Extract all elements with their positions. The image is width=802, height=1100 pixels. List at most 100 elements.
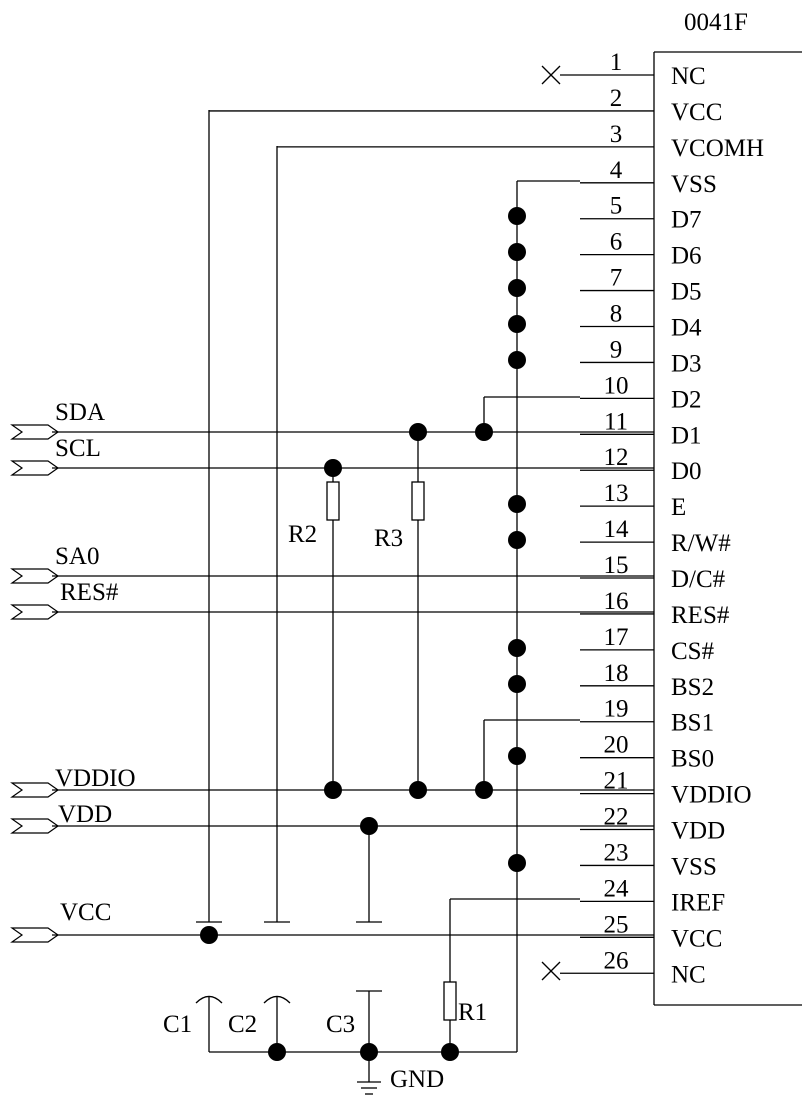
pin-row: 1 NC [560, 49, 706, 90]
pin-number: 18 [604, 660, 629, 687]
junction-dot-r2-vddio [324, 781, 342, 799]
pin-name: D7 [671, 207, 702, 234]
junction-dot-bs0 [508, 747, 526, 765]
junction-dot-bs2 [508, 675, 526, 693]
pin-number: 12 [604, 444, 629, 471]
c1-label: C1 [163, 1011, 192, 1038]
pin-number: 16 [604, 588, 629, 615]
pin-number: 1 [610, 49, 623, 76]
pin-number: 24 [604, 875, 630, 902]
vdd-label: VDD [58, 801, 112, 828]
pin-row: 17 CS# [580, 624, 715, 665]
nc-cross-26b [541, 961, 561, 981]
pin-row: 18 BS2 [580, 660, 714, 701]
pin-row: 8 D4 [580, 301, 702, 342]
junction-dot-r3-vddio [409, 781, 427, 799]
pin-number: 17 [604, 624, 629, 651]
signal-scl: SCL [10, 435, 654, 476]
pin-name: VCOMH [671, 135, 764, 162]
pin-number: 26 [604, 947, 629, 974]
sa0-label: SA0 [55, 543, 99, 570]
r3-label: R3 [374, 525, 403, 552]
pin-number: 20 [604, 732, 629, 759]
junction-dot-rw [508, 531, 526, 549]
pin-row: 13 E [580, 480, 686, 521]
pin-name: D4 [671, 315, 702, 342]
pin-row: 4 VSS [580, 157, 717, 198]
pin-number: 19 [604, 696, 629, 723]
junction-dot-cs [508, 639, 526, 657]
part-label: 0041F [684, 9, 748, 36]
junction-dots [200, 207, 526, 1061]
pin-row: 25 VCC [580, 911, 722, 952]
pin-number: 5 [610, 193, 623, 220]
junction-dot-d2-d1 [475, 423, 493, 441]
signal-vdd: VDD [10, 801, 654, 834]
r1-label: R1 [458, 999, 487, 1026]
pin-number: 4 [610, 157, 623, 184]
pin-name: BS2 [671, 674, 714, 701]
pin-row: 11 D1 [580, 408, 702, 449]
pin-number: 2 [610, 85, 623, 112]
pin-name: BS0 [671, 746, 714, 773]
junction-dot-vcc [200, 926, 218, 944]
vddio-label: VDDIO [55, 765, 136, 792]
pin-number: 23 [604, 839, 629, 866]
pin-row: 6 D6 [580, 229, 702, 270]
pin-row: 23 VSS [580, 839, 717, 880]
pin-number: 10 [604, 372, 629, 399]
pin-number: 7 [610, 265, 623, 292]
nc-cross-1b [541, 65, 561, 85]
pin-name: CS# [671, 638, 715, 665]
junction-dot-c3-gnd [360, 1043, 378, 1061]
r3-resistor [411, 481, 425, 521]
pin-row: 12 D0 [580, 444, 702, 485]
pin-number: 15 [604, 552, 629, 579]
junction-dot-d5 [508, 279, 526, 297]
pin-name: R/W# [671, 530, 731, 557]
c1-capacitor [195, 921, 223, 1052]
pin-name: VDD [671, 818, 725, 845]
gnd-label: GND [390, 1066, 444, 1093]
r2-resistor [326, 481, 340, 521]
signal-sa0: SA0 [10, 543, 654, 584]
pin-number: 9 [610, 336, 623, 363]
pin-name: NC [671, 63, 706, 90]
pin-row: 7 D5 [580, 265, 702, 306]
pin-name: NC [671, 961, 706, 988]
pin-row: 20 BS0 [580, 732, 714, 773]
pin-name: IREF [671, 889, 725, 916]
c2-capacitor [263, 921, 291, 1052]
pin-row: 15 D/C# [580, 552, 726, 593]
pin-row: 14 R/W# [580, 516, 731, 557]
junction-dot-r2-scl [324, 459, 342, 477]
r2-label: R2 [288, 521, 317, 548]
junction-dot-d6 [508, 243, 526, 261]
sda-label: SDA [55, 399, 105, 426]
pin-row: 3 VCOMH [277, 121, 764, 162]
scl-label: SCL [55, 435, 101, 462]
pin-name: D/C# [671, 566, 726, 593]
junction-dot-vss23 [508, 854, 526, 872]
pin-number: 14 [604, 516, 630, 543]
pin-name: D2 [671, 386, 702, 413]
pin-name: VDDIO [671, 782, 752, 809]
pin-name: BS1 [671, 710, 714, 737]
pin-row: 19 BS1 [580, 696, 714, 737]
pin-row: 16 RES# [580, 588, 730, 629]
r1-resistor [443, 981, 457, 1021]
pin-row: 9 D3 [580, 336, 702, 377]
pin-number: 3 [610, 121, 623, 148]
pin-rows: 1 NC 2 VCC 3 VCOMH 4 VSS 5 D7 6 D6 7 D5 8 D4 9 D3 10 D2 11 D1… [209, 49, 764, 988]
junction-dot-c3-vdd [360, 817, 378, 835]
pin-number: 8 [610, 301, 623, 328]
junction-dot-r3-sda [409, 423, 427, 441]
pin-name: VSS [671, 171, 717, 198]
pin-row: 5 D7 [580, 193, 702, 234]
c3-label: C3 [326, 1011, 355, 1038]
junction-dot-d7 [508, 207, 526, 225]
pin-name: VSS [671, 853, 717, 880]
signal-res: RES# [10, 579, 654, 620]
